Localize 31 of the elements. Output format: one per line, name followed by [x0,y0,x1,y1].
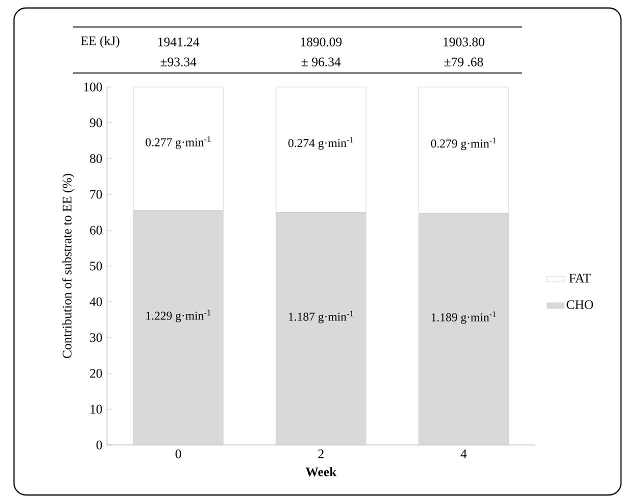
text: 1890.09 [301,38,342,46]
x-axis-title: Week [306,467,337,476]
y-tick-label: 70 [90,190,102,199]
text: EE (kJ) [80,36,120,48]
y-tick-label: 0 [96,440,102,450]
annotation: 1.189 g·min$^{-1}$ [432,311,496,324]
annotation: 0.277 g·min$^{-1}$ [146,136,210,149]
annotation: 0.279 g·min$^{-1}$ [431,138,496,150]
text: 1903.80 [444,38,484,46]
x-tick-label: 4 [460,450,467,458]
annotation: 1.229 g·min$^{-1}$ [146,310,210,322]
legend-label: CHO [566,300,594,309]
x-tick-label: 0 [176,450,182,458]
y-tick-label: 90 [90,118,102,128]
y-axis-title: Contribution of substrate to EE (%) [62,174,74,358]
y-tick-label: 80 [90,154,102,163]
text: 1941.24 [158,38,200,46]
y-tick-label: 100 [84,82,102,92]
legend-label: FAT [569,274,591,282]
y-tick-label: 40 [90,297,102,306]
y-tick-label: 60 [90,226,102,235]
y-tick-label: 20 [90,369,102,378]
annotation: 1.187 g·min$^{-1}$ [288,310,354,324]
annotation: 0.274 g·min$^{-1}$ [288,137,354,150]
y-tick-label: 30 [90,333,102,342]
y-tick-label: 50 [90,262,102,270]
text: ±79 .68 [444,58,483,66]
x-tick-label: 2 [318,450,324,458]
y-tick-label: 10 [90,404,102,414]
text: ±93.34 [160,58,196,66]
text: ± 96.34 [302,58,341,66]
